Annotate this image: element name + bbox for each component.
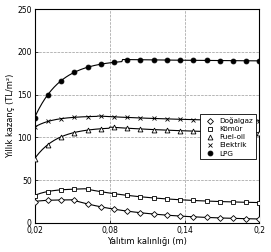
LPG: [205, 59, 208, 62]
LPG: [46, 93, 50, 96]
Fuel-oil: [112, 126, 116, 129]
Kömür: [192, 199, 195, 202]
Fuel-oil: [73, 131, 76, 134]
LPG: [179, 59, 182, 62]
Fuel-oil: [46, 143, 50, 146]
LPG: [59, 79, 63, 82]
Kömür: [46, 190, 50, 193]
Doğalgaz: [86, 202, 89, 205]
Kömür: [86, 188, 89, 191]
Kömür: [165, 197, 169, 200]
Doğalgaz: [33, 200, 36, 203]
Fuel-oil: [245, 131, 248, 134]
Elektrik: [73, 116, 76, 119]
LPG: [165, 58, 169, 61]
Elektrik: [86, 115, 89, 118]
Fuel-oil: [59, 135, 63, 138]
LPG: [112, 61, 116, 64]
Elektrik: [99, 115, 102, 118]
Kömür: [139, 195, 142, 198]
Fuel-oil: [139, 128, 142, 131]
Fuel-oil: [99, 127, 102, 130]
LPG: [152, 58, 155, 61]
LPG: [73, 71, 76, 74]
Doğalgaz: [258, 217, 261, 220]
Doğalgaz: [152, 212, 155, 215]
Legend: Doğalgaz, Kömür, Fuel-oil, Elektrik, LPG: Doğalgaz, Kömür, Fuel-oil, Elektrik, LPG: [201, 114, 256, 160]
Line: Elektrik: Elektrik: [32, 114, 262, 130]
LPG: [258, 59, 261, 62]
LPG: [99, 63, 102, 66]
Elektrik: [165, 117, 169, 120]
Fuel-oil: [205, 130, 208, 133]
Elektrik: [152, 117, 155, 120]
Kömür: [59, 188, 63, 191]
Line: Doğalgaz: Doğalgaz: [33, 198, 262, 221]
Elektrik: [205, 118, 208, 121]
Kömür: [33, 194, 36, 197]
LPG: [125, 58, 129, 61]
Fuel-oil: [258, 131, 261, 134]
LPG: [139, 58, 142, 61]
Line: LPG: LPG: [32, 57, 262, 120]
Elektrik: [59, 117, 63, 120]
Elektrik: [192, 118, 195, 121]
Y-axis label: Yıllık kazanç (TL/m²): Yıllık kazanç (TL/m²): [6, 74, 15, 158]
Kömür: [231, 200, 235, 203]
Elektrik: [139, 116, 142, 119]
Doğalgaz: [112, 208, 116, 211]
Elektrik: [245, 119, 248, 122]
Doğalgaz: [165, 214, 169, 217]
Kömür: [258, 201, 261, 204]
Doğalgaz: [73, 199, 76, 202]
Kömür: [205, 200, 208, 203]
Doğalgaz: [218, 216, 221, 219]
Kömür: [73, 188, 76, 191]
Fuel-oil: [192, 130, 195, 133]
Doğalgaz: [231, 217, 235, 220]
Elektrik: [46, 120, 50, 123]
Fuel-oil: [33, 157, 36, 160]
Fuel-oil: [86, 129, 89, 132]
Line: Kömür: Kömür: [33, 187, 262, 205]
Kömür: [112, 192, 116, 195]
Doğalgaz: [59, 198, 63, 201]
Doğalgaz: [192, 215, 195, 218]
Kömür: [245, 201, 248, 204]
Fuel-oil: [152, 128, 155, 131]
Elektrik: [218, 119, 221, 122]
Fuel-oil: [231, 131, 235, 134]
LPG: [192, 59, 195, 62]
Doğalgaz: [245, 217, 248, 220]
LPG: [86, 66, 89, 69]
Elektrik: [33, 125, 36, 129]
Doğalgaz: [205, 216, 208, 219]
Fuel-oil: [125, 127, 129, 130]
Doğalgaz: [139, 211, 142, 214]
Elektrik: [231, 119, 235, 122]
Doğalgaz: [99, 205, 102, 208]
Line: Fuel-oil: Fuel-oil: [32, 125, 262, 161]
Fuel-oil: [165, 129, 169, 132]
LPG: [33, 116, 36, 119]
Fuel-oil: [218, 130, 221, 133]
Doğalgaz: [125, 210, 129, 213]
Elektrik: [179, 118, 182, 121]
Doğalgaz: [179, 214, 182, 217]
Kömür: [218, 200, 221, 203]
Doğalgaz: [46, 199, 50, 202]
Kömür: [99, 190, 102, 193]
Kömür: [152, 196, 155, 199]
Elektrik: [125, 116, 129, 119]
LPG: [231, 59, 235, 62]
Fuel-oil: [179, 129, 182, 132]
LPG: [245, 59, 248, 62]
Elektrik: [258, 119, 261, 122]
X-axis label: Yalıtım kalınlığı (m): Yalıtım kalınlığı (m): [107, 237, 187, 246]
LPG: [218, 59, 221, 62]
Elektrik: [112, 115, 116, 118]
Kömür: [125, 194, 129, 197]
Kömür: [179, 198, 182, 201]
